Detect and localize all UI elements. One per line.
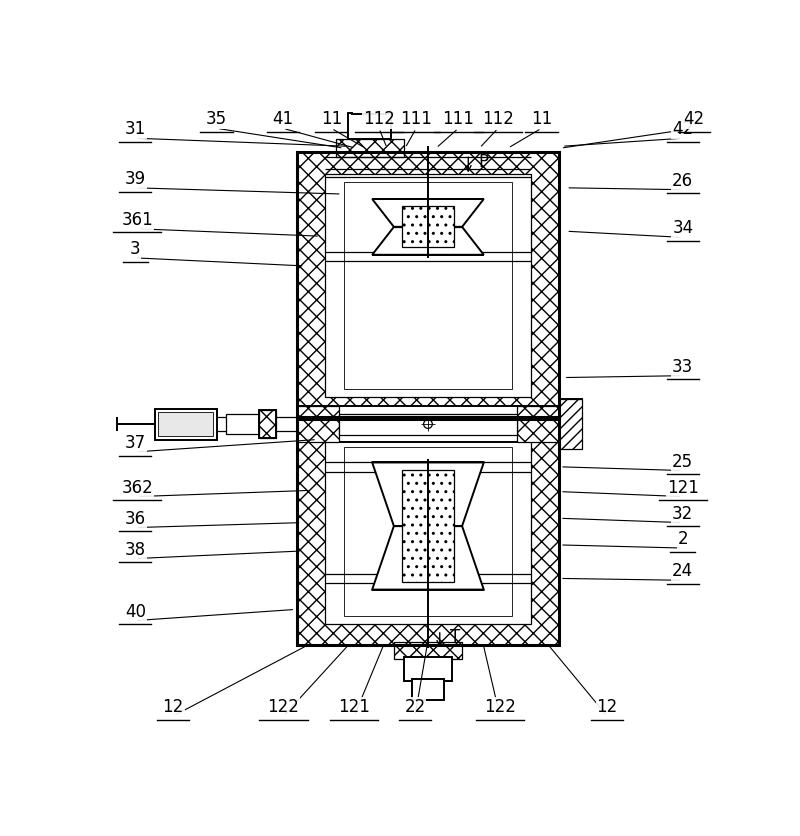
Bar (154, 416, 297, 431)
Bar (297, 152, 558, 419)
Text: 41: 41 (272, 110, 294, 128)
Bar (297, 406, 339, 442)
Text: 122: 122 (484, 698, 516, 716)
Bar (558, 399, 582, 450)
Bar (344, 182, 512, 390)
Bar (297, 152, 558, 419)
Bar (297, 417, 558, 645)
Text: 11: 11 (531, 110, 552, 128)
Text: 24: 24 (672, 563, 694, 580)
Text: 3: 3 (130, 240, 141, 257)
Text: P: P (478, 153, 488, 171)
Text: 38: 38 (125, 541, 146, 558)
Text: 122: 122 (267, 698, 299, 716)
Bar (412, 679, 444, 700)
Bar (336, 139, 404, 157)
Bar (154, 409, 217, 440)
Text: 121: 121 (338, 698, 370, 716)
Bar (339, 414, 517, 435)
Text: 12: 12 (162, 698, 184, 716)
Polygon shape (372, 227, 484, 255)
Text: 32: 32 (672, 505, 694, 522)
Polygon shape (372, 526, 484, 589)
Text: 112: 112 (482, 110, 514, 128)
Bar (344, 447, 512, 615)
Bar (158, 412, 213, 436)
Bar (258, 410, 276, 438)
Bar (348, 113, 391, 139)
Bar (297, 417, 558, 645)
Bar (258, 410, 276, 438)
Text: 33: 33 (672, 358, 694, 375)
Text: 111: 111 (442, 110, 474, 128)
Text: 11: 11 (321, 110, 342, 128)
Text: 39: 39 (125, 170, 146, 188)
Polygon shape (372, 199, 484, 227)
Text: 2: 2 (678, 530, 688, 548)
Bar (325, 439, 531, 624)
Text: 22: 22 (404, 698, 426, 716)
Text: 37: 37 (125, 434, 146, 452)
Bar (352, 104, 387, 114)
Bar (226, 414, 263, 434)
Text: T: T (450, 629, 460, 646)
Text: 40: 40 (125, 603, 146, 620)
Bar (297, 406, 558, 442)
Text: 34: 34 (672, 219, 694, 237)
Polygon shape (372, 462, 484, 526)
Bar (402, 470, 454, 582)
Text: 42: 42 (672, 120, 694, 138)
Text: 111: 111 (400, 110, 432, 128)
Bar (325, 174, 531, 397)
Text: 25: 25 (672, 452, 694, 471)
Bar (517, 406, 558, 442)
Text: 112: 112 (363, 110, 395, 128)
Bar (558, 399, 582, 450)
Text: 361: 361 (122, 211, 153, 229)
Bar (402, 206, 454, 247)
Text: 36: 36 (125, 510, 146, 528)
Text: 31: 31 (125, 120, 146, 138)
Text: 12: 12 (597, 698, 618, 716)
Bar (394, 642, 462, 659)
Text: 362: 362 (122, 478, 153, 497)
Bar (405, 656, 451, 681)
Text: 35: 35 (206, 110, 227, 128)
Text: 26: 26 (672, 171, 694, 190)
Text: 42: 42 (683, 110, 705, 128)
Text: 121: 121 (667, 478, 698, 497)
